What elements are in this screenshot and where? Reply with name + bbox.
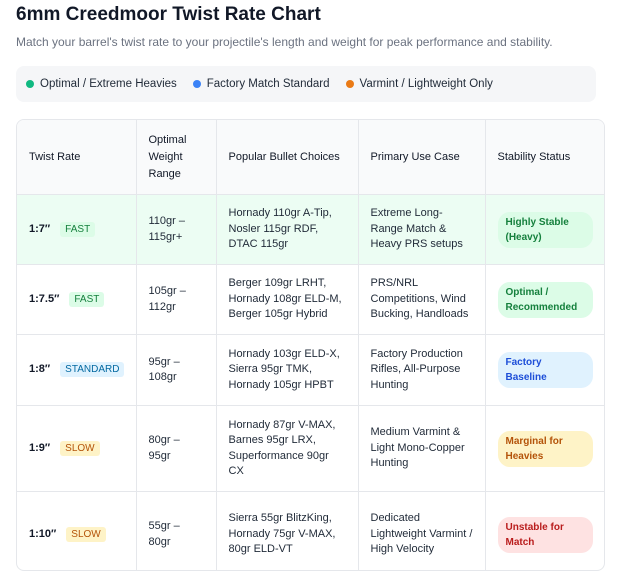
speed-tag: FAST [60, 222, 95, 237]
use-case: PRS/NRL Competitions, Wind Bucking, Hand… [358, 265, 485, 335]
column-header: Optimal Weight Range [136, 120, 216, 195]
speed-tag: STANDARD [60, 362, 124, 377]
bullet-choices: Hornady 110gr A-Tip, Nosler 115gr RDF, D… [216, 195, 358, 265]
weight-range: 105gr – 112gr [136, 265, 216, 335]
use-case: Factory Production Rifles, All-Purpose H… [358, 335, 485, 406]
page: 6mm Creedmoor Twist Rate Chart Match you… [0, 0, 618, 554]
use-case: Medium Varmint & Light Mono-Copper Hunti… [358, 406, 485, 492]
table-row: 1:7″ FAST 110gr – 115gr+Hornady 110gr A-Ti… [17, 195, 605, 265]
legend-label: Optimal / Extreme Heavies [40, 78, 177, 90]
twist-rate: 1:10″ [29, 528, 56, 540]
legend-label: Varmint / Lightweight Only [360, 78, 493, 90]
weight-range: 95gr – 108gr [136, 335, 216, 406]
status-pill: Highly Stable (Heavy) [498, 212, 594, 248]
bullet-choices: Hornady 103gr ELD-X, Sierra 95gr TMK, Ho… [216, 335, 358, 406]
legend-item: Varmint / Lightweight Only [346, 78, 493, 90]
column-header: Stability Status [485, 120, 605, 195]
twist-rate: 1:7.5″ [29, 293, 59, 305]
status-cell: Unstable for Match [485, 492, 605, 571]
twist-cell: 1:10″ SLOW [17, 492, 136, 571]
twist-cell: 1:7.5″ FAST [17, 265, 136, 335]
speed-tag: FAST [69, 292, 104, 307]
status-pill: Marginal for Heavies [498, 431, 594, 467]
weight-range: 80gr – 95gr [136, 406, 216, 492]
speed-tag: SLOW [66, 527, 105, 542]
legend-item: Optimal / Extreme Heavies [26, 78, 177, 90]
column-header: Twist Rate [17, 120, 136, 195]
bullet-choices: Hornady 87gr V-MAX, Barnes 95gr LRX, Sup… [216, 406, 358, 492]
weight-range: 110gr – 115gr+ [136, 195, 216, 265]
legend: Optimal / Extreme Heavies Factory Match … [16, 66, 596, 102]
status-cell: Factory Baseline [485, 335, 605, 406]
status-cell: Marginal for Heavies [485, 406, 605, 492]
legend-item: Factory Match Standard [193, 78, 330, 90]
status-cell: Optimal / Recommended [485, 265, 605, 335]
bullet-choices: Sierra 55gr BlitzKing, Hornady 75gr V-MA… [216, 492, 358, 571]
status-pill: Unstable for Match [498, 517, 594, 553]
speed-tag: SLOW [60, 441, 99, 456]
twist-rate: 1:7″ [29, 223, 50, 235]
status-pill: Factory Baseline [498, 352, 594, 388]
column-header: Primary Use Case [358, 120, 485, 195]
weight-range: 55gr – 80gr [136, 492, 216, 571]
bullet-choices: Berger 109gr LRHT, Hornady 108gr ELD-M, … [216, 265, 358, 335]
twist-cell: 1:8″ STANDARD [17, 335, 136, 406]
status-pill: Optimal / Recommended [498, 282, 594, 318]
subtitle: Match your barrel's twist rate to your p… [16, 35, 553, 49]
twist-cell: 1:9″ SLOW [17, 406, 136, 492]
use-case: Dedicated Lightweight Varmint / High Vel… [358, 492, 485, 571]
twist-rate: 1:8″ [29, 363, 50, 375]
legend-label: Factory Match Standard [207, 78, 330, 90]
column-header: Popular Bullet Choices [216, 120, 358, 195]
title: 6mm Creedmoor Twist Rate Chart [16, 4, 321, 26]
use-case: Extreme Long-Range Match & Heavy PRS set… [358, 195, 485, 265]
status-cell: Highly Stable (Heavy) [485, 195, 605, 265]
twist-cell: 1:7″ FAST [17, 195, 136, 265]
twist-rate: 1:9″ [29, 442, 50, 454]
